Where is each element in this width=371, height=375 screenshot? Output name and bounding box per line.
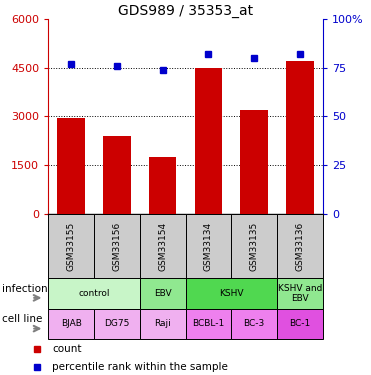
Bar xyxy=(140,309,186,339)
Text: infection: infection xyxy=(3,284,48,294)
Bar xyxy=(231,214,277,278)
Text: GSM33134: GSM33134 xyxy=(204,221,213,271)
Text: GSM33154: GSM33154 xyxy=(158,221,167,271)
Text: KSHV and
EBV: KSHV and EBV xyxy=(278,284,322,303)
Bar xyxy=(186,309,231,339)
Bar xyxy=(149,157,176,214)
Bar xyxy=(240,110,268,214)
Bar xyxy=(48,309,94,339)
Text: BJAB: BJAB xyxy=(61,320,82,328)
Bar xyxy=(277,309,323,339)
Text: GSM33156: GSM33156 xyxy=(112,221,121,271)
Bar xyxy=(277,278,323,309)
Bar xyxy=(140,278,186,309)
Bar xyxy=(48,278,140,309)
Text: control: control xyxy=(78,289,110,298)
Text: GSM33136: GSM33136 xyxy=(295,221,304,271)
Text: percentile rank within the sample: percentile rank within the sample xyxy=(52,362,228,372)
Bar xyxy=(58,118,85,214)
Bar xyxy=(94,309,140,339)
Text: BC-1: BC-1 xyxy=(289,320,311,328)
Bar xyxy=(94,214,140,278)
Title: GDS989 / 35353_at: GDS989 / 35353_at xyxy=(118,4,253,18)
Bar xyxy=(195,68,222,214)
Text: DG75: DG75 xyxy=(104,320,129,328)
Bar xyxy=(48,214,94,278)
Bar xyxy=(140,214,186,278)
Bar xyxy=(277,214,323,278)
Text: BCBL-1: BCBL-1 xyxy=(192,320,224,328)
Text: GSM33135: GSM33135 xyxy=(250,221,259,271)
Bar xyxy=(286,61,313,214)
Text: BC-3: BC-3 xyxy=(243,320,265,328)
Bar xyxy=(186,214,231,278)
Text: Raji: Raji xyxy=(154,320,171,328)
Text: count: count xyxy=(52,344,82,354)
Bar xyxy=(103,136,131,214)
Text: EBV: EBV xyxy=(154,289,171,298)
Text: cell line: cell line xyxy=(3,314,43,324)
Bar xyxy=(231,309,277,339)
Text: KSHV: KSHV xyxy=(219,289,243,298)
Text: GSM33155: GSM33155 xyxy=(67,221,76,271)
Bar xyxy=(186,278,277,309)
